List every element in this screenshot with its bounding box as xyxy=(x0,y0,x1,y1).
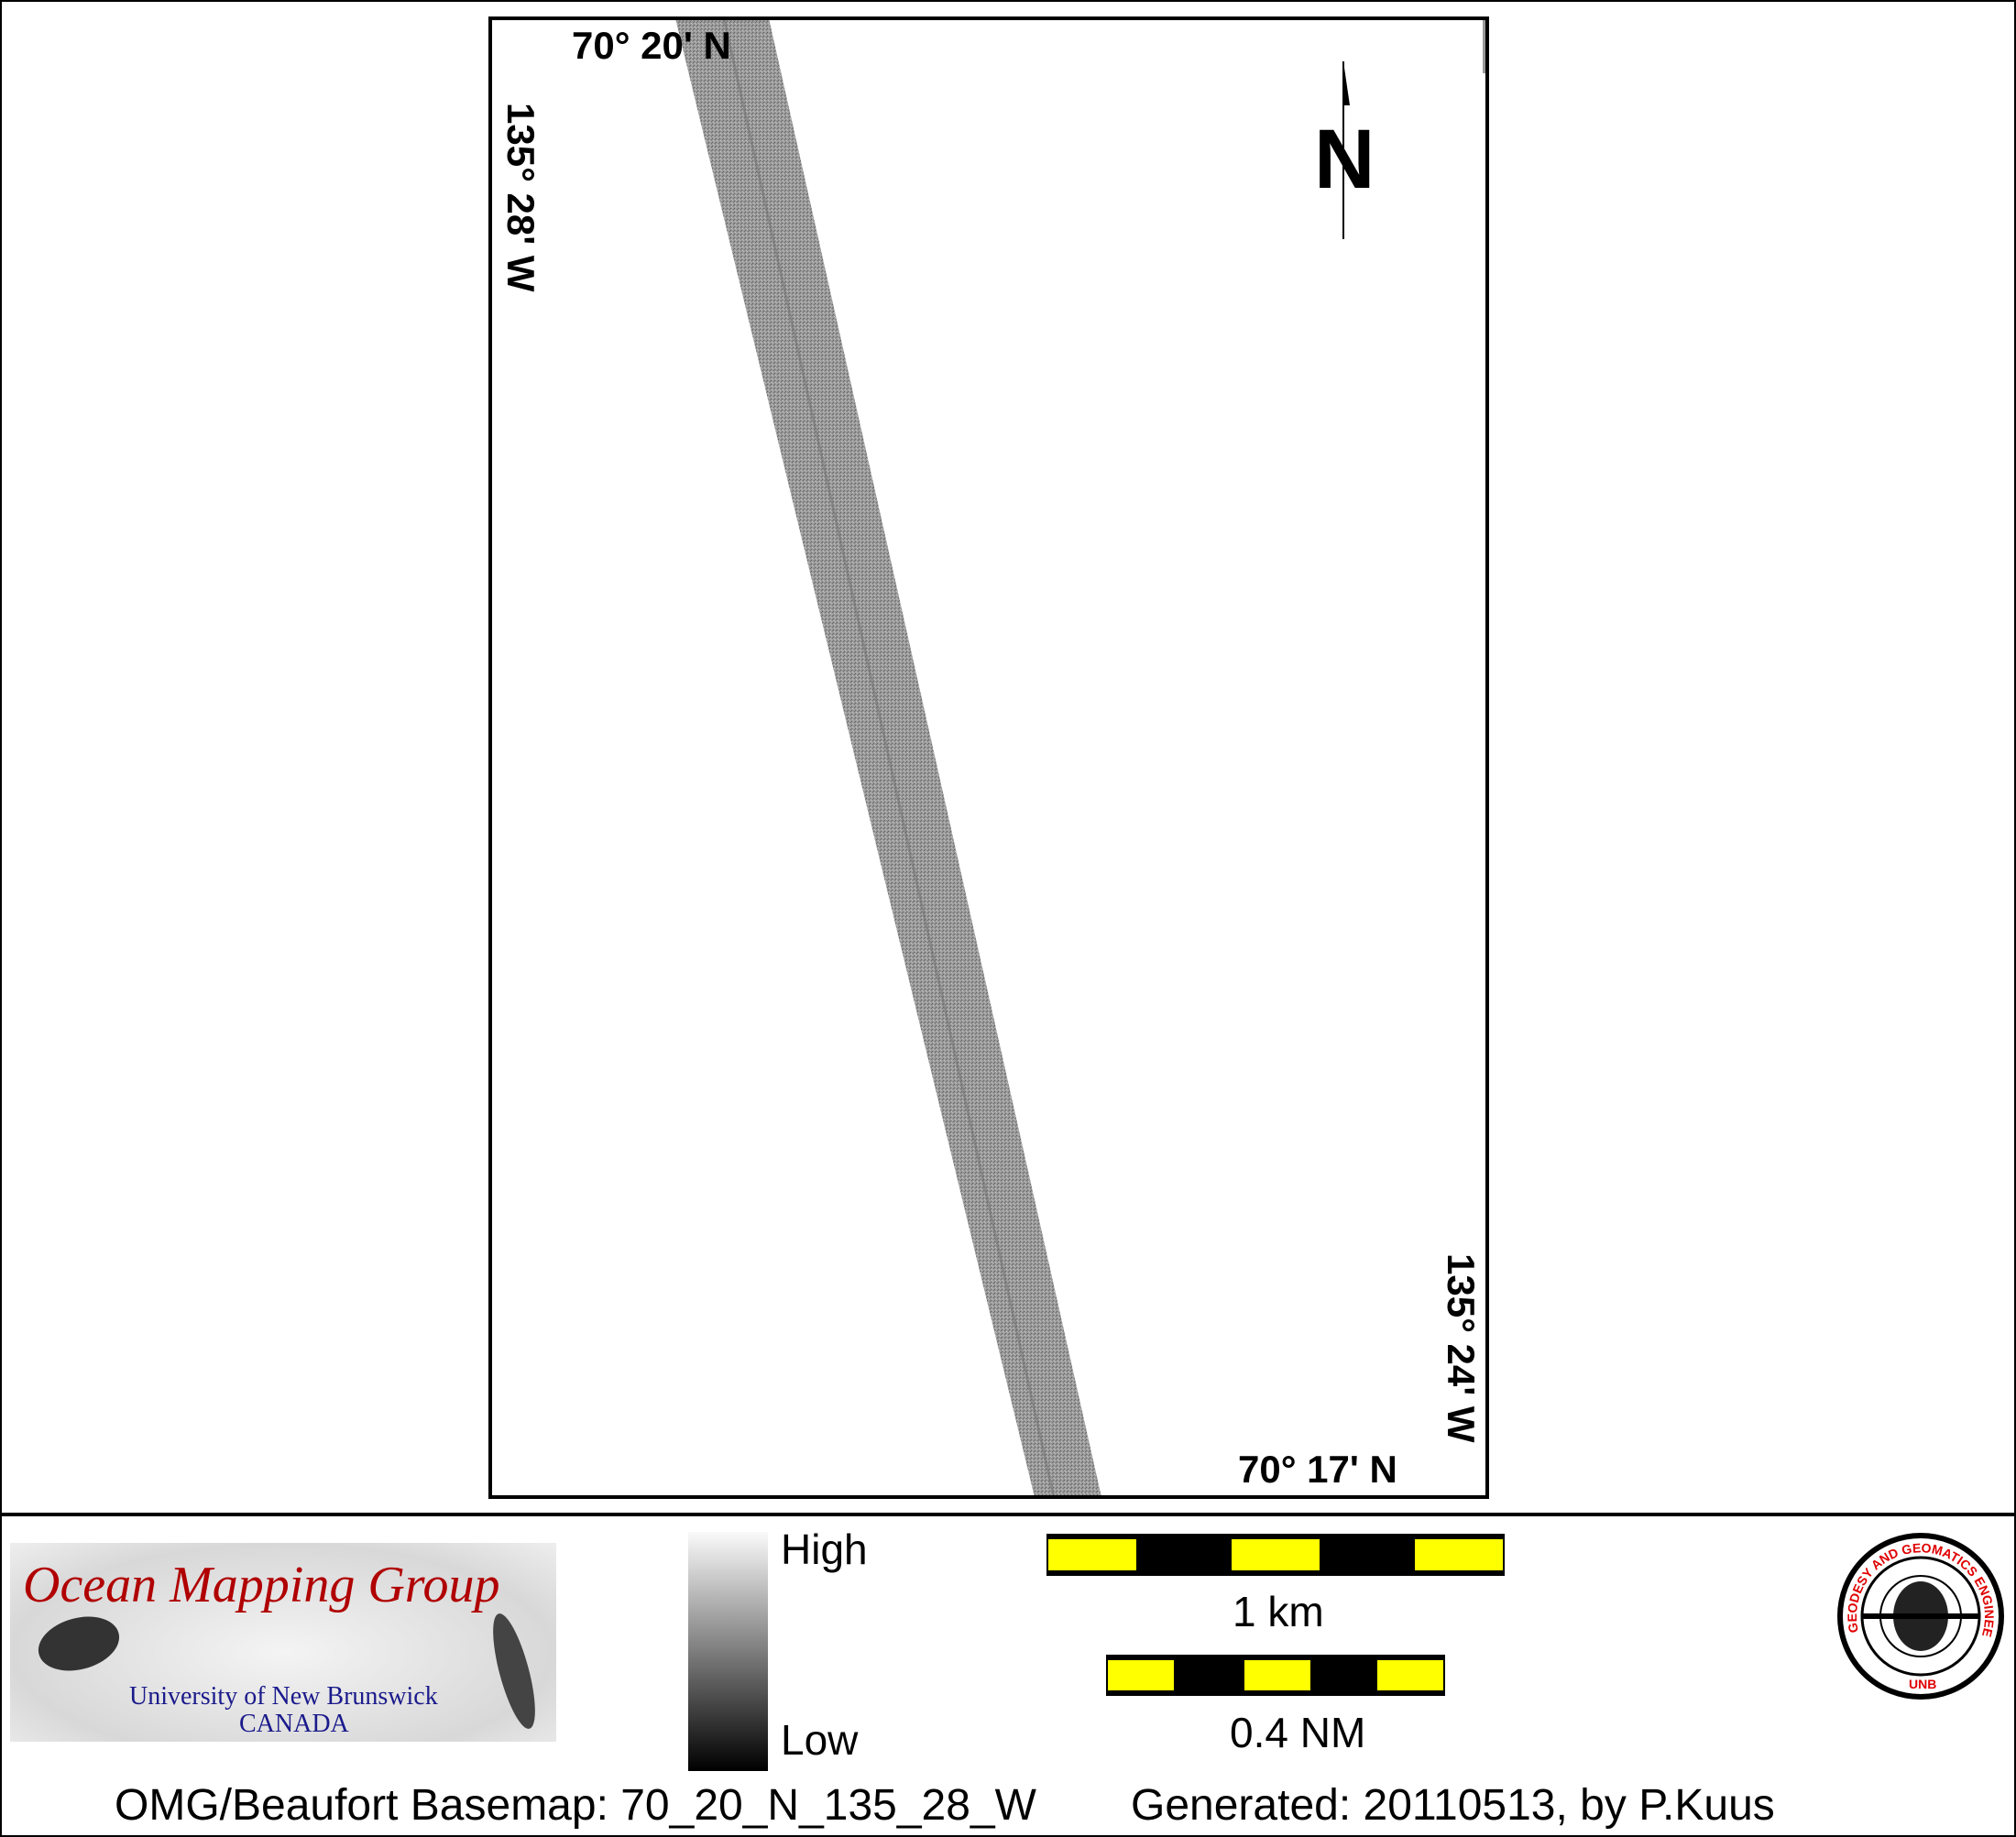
unb-geodesy-seal-icon: GEODESY AND GEOMATICS ENGINEERING UNB xyxy=(1835,1531,2004,1700)
scale-bars xyxy=(1046,1534,1505,1696)
basemap-title: OMG/Beaufort Basemap: 70_20_N_135_28_W xyxy=(115,1781,1036,1830)
left-longitude-label: 135° 28' W xyxy=(499,103,542,292)
backscatter-colorbar xyxy=(688,1532,768,1771)
scale-nm-label: 0.4 NM xyxy=(1230,1709,1366,1756)
logo-country: CANADA xyxy=(239,1710,349,1738)
generated-info: Generated: 20110513, by P.Kuus xyxy=(1131,1781,1775,1830)
swath-edge-fragment xyxy=(1483,18,1487,73)
north-label: N xyxy=(1314,113,1375,206)
top-latitude-label: 70° 20' N xyxy=(572,24,731,67)
colorbar-low-label: Low xyxy=(781,1716,859,1764)
map-frame xyxy=(0,16,2016,1516)
scale-km-label: 1 km xyxy=(1233,1588,1324,1635)
svg-text:UNB: UNB xyxy=(1909,1677,1936,1691)
north-arrow-icon xyxy=(1342,61,1350,239)
sonar-imagery-icon xyxy=(38,1613,535,1729)
logo-title: Ocean Mapping Group xyxy=(23,1557,500,1613)
scale-bar-nm xyxy=(1106,1655,1445,1696)
bottom-latitude-label: 70° 17' N xyxy=(1238,1448,1397,1491)
logo-university: University of New Brunswick xyxy=(129,1682,438,1711)
ocean-mapping-group-logo: Ocean Mapping Group University of New Br… xyxy=(10,1543,556,1742)
right-longitude-label: 135° 24' W xyxy=(1440,1253,1483,1443)
map-border xyxy=(488,16,1489,1499)
colorbar-high-label: High xyxy=(781,1525,868,1573)
scale-bar-km xyxy=(1046,1534,1505,1576)
swath-track-line xyxy=(722,18,1056,1497)
